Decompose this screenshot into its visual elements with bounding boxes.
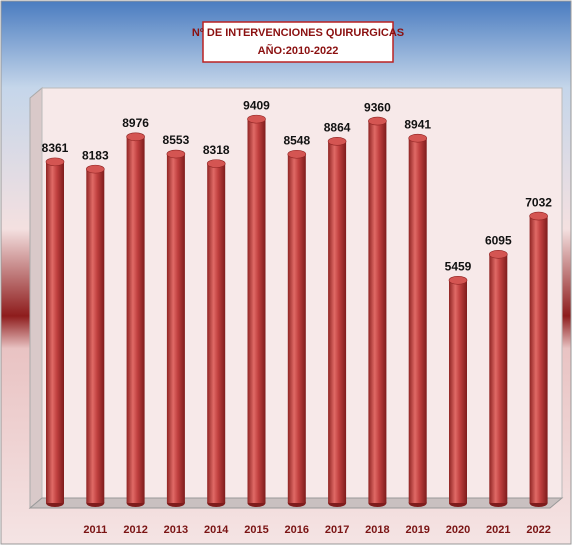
value-label: 8318 <box>203 143 230 157</box>
value-label: 8553 <box>163 133 190 147</box>
value-label: 8864 <box>324 121 351 135</box>
x-tick-label: 2021 <box>486 524 510 536</box>
bar <box>328 141 347 503</box>
bar <box>368 121 387 503</box>
bar <box>46 161 64 503</box>
side-wall <box>29 86 43 510</box>
bar-top <box>408 133 428 143</box>
bar <box>489 254 508 503</box>
value-label: 6095 <box>485 233 512 247</box>
x-tick-label: 2012 <box>123 524 147 536</box>
value-label: 5459 <box>445 259 472 273</box>
bar <box>287 154 306 504</box>
bar-top <box>206 159 226 168</box>
bar <box>247 119 266 504</box>
bar-top <box>45 157 65 167</box>
bar-top <box>86 164 105 174</box>
bar-top <box>327 137 347 146</box>
bar <box>166 154 185 503</box>
x-tick-label: 2013 <box>164 524 188 536</box>
bar <box>207 163 226 503</box>
x-tick-label: 2016 <box>285 524 309 536</box>
x-tick-label: 2019 <box>405 524 429 536</box>
chart-subtitle: AÑO:2010-2022 <box>258 44 339 57</box>
x-tick-label: 2011 <box>83 524 107 536</box>
bar-top <box>247 114 266 124</box>
bar-top <box>448 275 468 285</box>
bar <box>126 136 145 503</box>
value-label: 8976 <box>122 116 149 130</box>
bar-top <box>488 250 508 259</box>
bar <box>408 138 427 503</box>
value-label: 9409 <box>243 98 270 112</box>
chart-title: Nº DE INTERVENCIONES QUIRURGICAS <box>192 27 404 39</box>
value-label: 8548 <box>283 133 310 147</box>
bar <box>449 280 467 503</box>
bar-top <box>529 211 548 221</box>
bar-top <box>287 149 307 159</box>
x-tick-label: 2018 <box>365 524 389 536</box>
title-box <box>202 21 394 63</box>
bar-top <box>166 149 186 159</box>
value-label: 7032 <box>525 195 552 209</box>
bar <box>86 169 105 503</box>
value-label: 9360 <box>364 100 391 114</box>
value-label: 8941 <box>404 117 431 131</box>
value-label: 8183 <box>82 148 109 162</box>
x-tick-label: 2014 <box>204 524 229 536</box>
bar-top <box>126 132 145 142</box>
x-tick-label: 2015 <box>244 524 268 536</box>
x-tick-label: 2017 <box>325 524 349 536</box>
x-tick-label: 2020 <box>446 524 470 536</box>
bar <box>529 216 548 503</box>
bar-top <box>368 116 387 126</box>
value-label: 8361 <box>42 141 69 155</box>
x-tick-label: 2022 <box>526 524 550 536</box>
